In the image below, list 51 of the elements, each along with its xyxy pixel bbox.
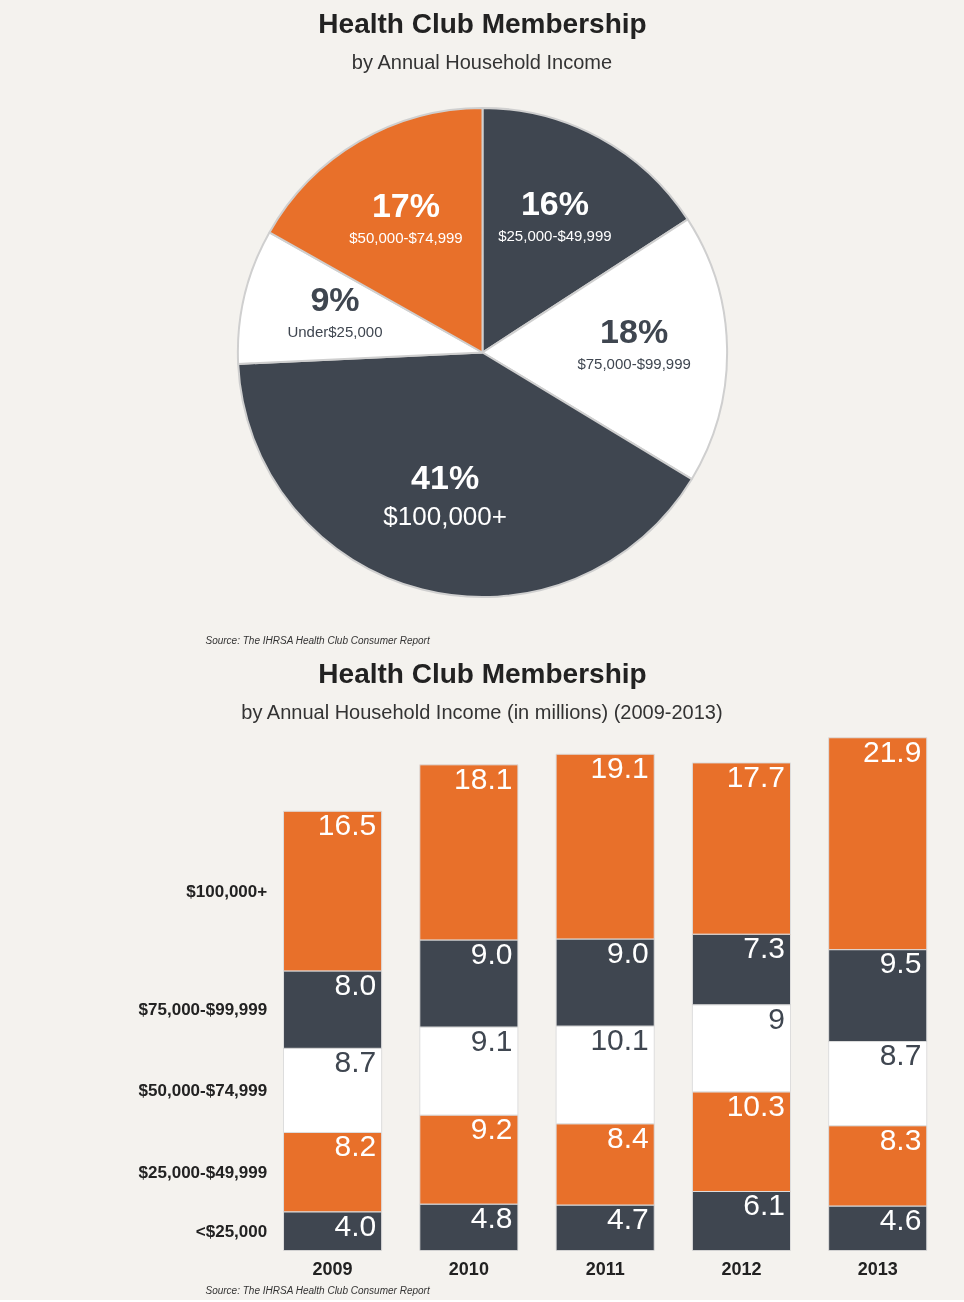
slice-label: $100,000+ xyxy=(383,500,507,531)
series-label: $25,000-$49,999 xyxy=(138,1162,268,1182)
slice-label: $75,000-$99,999 xyxy=(577,354,691,372)
chart-subtitle: by Annual Household Income xyxy=(351,50,613,73)
data-label: 8.2 xyxy=(334,1129,377,1163)
data-label: 4.8 xyxy=(470,1200,513,1234)
series-label: <$25,000 xyxy=(195,1221,268,1241)
data-label: 9.2 xyxy=(470,1111,513,1145)
x-tick-label: 2010 xyxy=(448,1258,489,1279)
source-note: Source: The IHRSA Health Club Consumer Report xyxy=(205,1284,431,1296)
data-label: 9.1 xyxy=(470,1023,513,1057)
series-label: $75,000-$99,999 xyxy=(138,1000,268,1020)
x-tick-label: 2012 xyxy=(721,1258,762,1279)
data-label: 9 xyxy=(768,1001,786,1035)
data-label: 6.1 xyxy=(743,1188,786,1222)
series-label: $100,000+ xyxy=(186,881,268,901)
data-label: 8.0 xyxy=(334,967,377,1001)
slice-label: $50,000-$74,999 xyxy=(349,229,463,247)
slice-label: Under$25,000 xyxy=(287,323,383,341)
slice-label: $25,000-$49,999 xyxy=(498,227,612,245)
data-label: 9% xyxy=(310,280,360,319)
data-label: 41% xyxy=(411,458,480,497)
data-label: 16% xyxy=(520,184,589,223)
data-label: 8.4 xyxy=(607,1120,649,1154)
data-label: 17% xyxy=(371,186,441,225)
data-label: 21.9 xyxy=(862,734,922,768)
x-tick-label: 2009 xyxy=(312,1258,353,1279)
data-label: 8.3 xyxy=(879,1122,922,1156)
data-label: 9.0 xyxy=(607,935,649,969)
x-tick-label: 2011 xyxy=(585,1258,625,1279)
data-label: 18.1 xyxy=(454,761,513,795)
chart-title: Health Club Membership xyxy=(318,657,647,689)
chart-title: Health Club Membership xyxy=(318,7,647,39)
data-label: 8.7 xyxy=(334,1045,377,1079)
x-tick-label: 2013 xyxy=(857,1258,898,1279)
data-label: 10.1 xyxy=(590,1022,649,1056)
data-label: 4.6 xyxy=(879,1202,922,1236)
data-label: 9.0 xyxy=(470,936,513,970)
data-label: 19.1 xyxy=(590,751,649,785)
data-label: 7.3 xyxy=(743,931,786,965)
data-label: 8.7 xyxy=(879,1038,922,1072)
source-note: Source: The IHRSA Health Club Consumer Report xyxy=(205,634,431,646)
series-label: $50,000-$74,999 xyxy=(138,1080,268,1100)
data-label: 10.3 xyxy=(726,1088,786,1122)
data-label: 18% xyxy=(600,312,669,351)
data-label: 4.7 xyxy=(607,1201,649,1235)
data-label: 9.5 xyxy=(879,946,922,980)
data-label: 4.0 xyxy=(334,1208,377,1242)
data-label: 16.5 xyxy=(317,808,377,842)
data-label: 17.7 xyxy=(726,759,786,793)
chart-subtitle: by Annual Household Income (in millions) (2009-2013) xyxy=(241,700,723,723)
